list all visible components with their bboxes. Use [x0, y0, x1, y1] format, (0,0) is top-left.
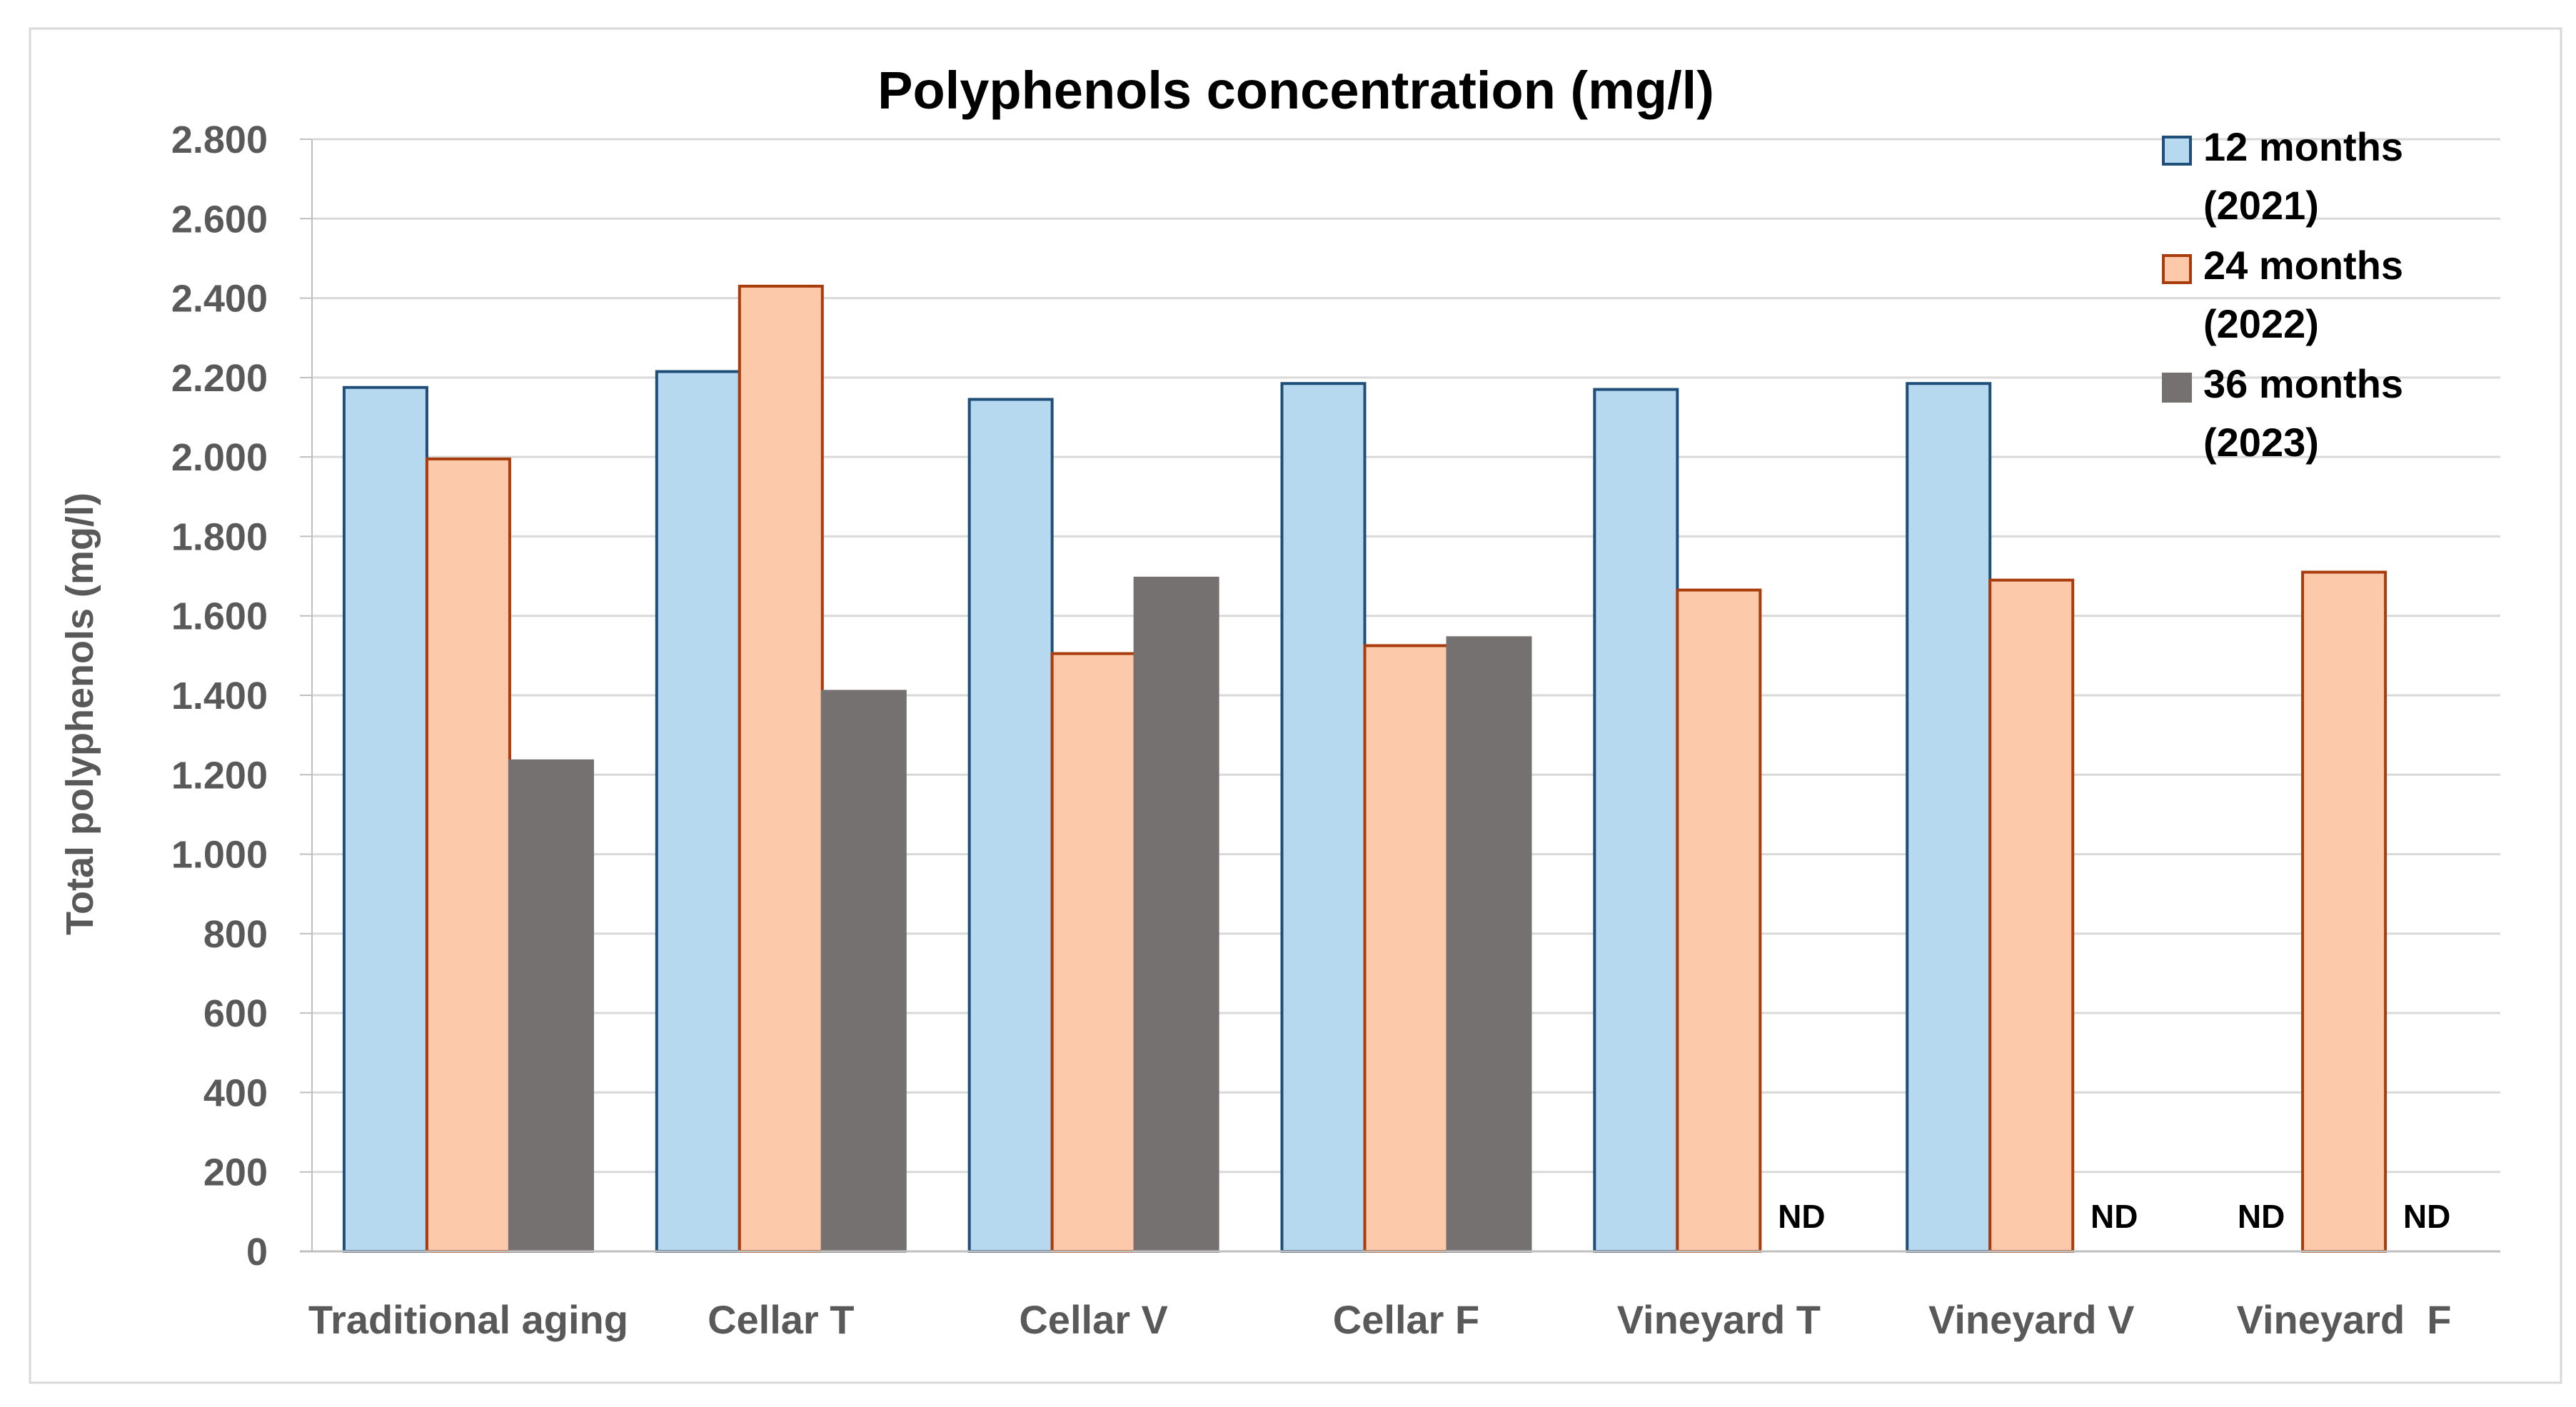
- y-tick-label: 0: [246, 1231, 268, 1274]
- x-tick-label: Cellar F: [1333, 1297, 1479, 1342]
- x-tick-label: Vineyard V: [1928, 1297, 2134, 1342]
- legend-label-year: (2022): [2203, 301, 2319, 346]
- legend-label-year: (2023): [2203, 420, 2319, 465]
- legend-label: 36 months: [2203, 361, 2403, 406]
- y-tick-label: 1.200: [171, 754, 268, 797]
- nd-label: ND: [1778, 1198, 1825, 1235]
- missing-labels: ND ND ND ND: [1778, 1198, 2450, 1235]
- x-tick-label: Cellar T: [708, 1297, 854, 1342]
- y-tick-label: 200: [203, 1151, 268, 1194]
- legend-swatch: [2162, 254, 2192, 284]
- bar-36m-1: [820, 690, 907, 1253]
- bar-12m-4: [1593, 388, 1679, 1253]
- x-tick-label: Traditional aging: [308, 1297, 628, 1342]
- y-tick-label: 1.400: [171, 675, 268, 717]
- bar-12m-0: [342, 385, 428, 1254]
- bar-24m-0: [425, 457, 511, 1253]
- legend-swatch: [2162, 373, 2192, 403]
- y-axis-label: Total polyphenols (mg/l): [59, 493, 101, 935]
- bar-12m-5: [1906, 382, 1992, 1253]
- bar-24m-2: [1050, 652, 1137, 1253]
- legend-label: 24 months: [2203, 243, 2403, 288]
- y-tick-label: 1.800: [171, 515, 268, 558]
- bar-24m-5: [1988, 578, 2075, 1253]
- legend-label-year: (2021): [2203, 183, 2319, 228]
- bar-24m-3: [1363, 644, 1449, 1253]
- x-tick-label: Cellar V: [1019, 1297, 1168, 1342]
- nd-label: ND: [2403, 1198, 2450, 1235]
- y-tick-label: 2.200: [171, 357, 268, 400]
- y-tick-label: 400: [203, 1071, 268, 1114]
- y-tick-label: 2.800: [171, 118, 268, 161]
- nd-label: ND: [2091, 1198, 2138, 1235]
- x-tick-label: Vineyard T: [1617, 1297, 1821, 1342]
- bar-12m-1: [655, 370, 741, 1253]
- bar-12m-2: [967, 398, 1054, 1253]
- legend-swatch: [2162, 136, 2192, 166]
- legend-label: 12 months: [2203, 124, 2403, 169]
- bar-24m-6: [2301, 570, 2388, 1253]
- bar-24m-1: [738, 284, 824, 1254]
- y-tick-labels: 0 200 400 600 800 1.000 1.200 1.400 1.600 1.800 2.…: [171, 118, 268, 1274]
- bars: [342, 284, 2388, 1254]
- x-tick-labels: Traditional aging Cellar T Cellar V Cellar …: [308, 1297, 2452, 1342]
- y-tick-label: 1.600: [171, 595, 268, 638]
- bar-12m-3: [1280, 382, 1367, 1253]
- nd-label: ND: [2238, 1198, 2285, 1235]
- y-tick-label: 600: [203, 992, 268, 1035]
- chart-title: Polyphenols concentration (mg/l): [877, 61, 1714, 120]
- bar-24m-4: [1676, 588, 1762, 1253]
- legend: 12 months (2021) 24 months (2022) 36 months (…: [2162, 124, 2403, 465]
- bar-36m-2: [1133, 576, 1219, 1253]
- y-tick-label: 2.000: [171, 436, 268, 479]
- x-tick-label: Vineyard F: [2237, 1297, 2452, 1342]
- y-tick-label: 1.000: [171, 834, 268, 877]
- y-tick-label: 2.600: [171, 198, 268, 241]
- y-tick-label: 2.400: [171, 278, 268, 321]
- bar-36m-0: [508, 759, 594, 1253]
- y-tick-label: 800: [203, 913, 268, 956]
- bar-36m-3: [1446, 636, 1532, 1253]
